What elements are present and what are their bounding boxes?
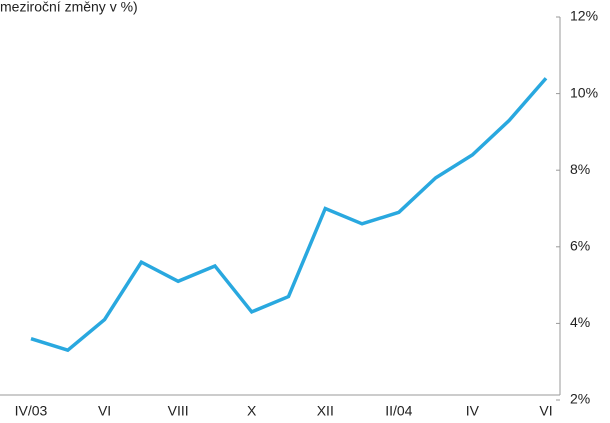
line-series bbox=[30, 77, 548, 353]
x-tick-label: IV bbox=[466, 403, 480, 419]
x-tick-label: VIII bbox=[168, 403, 189, 419]
y-tick-label: 12% bbox=[570, 8, 598, 24]
x-tick-label: VI bbox=[539, 403, 552, 419]
x-tick-label: VI bbox=[98, 403, 111, 419]
y-tick-label: 4% bbox=[570, 314, 590, 330]
y-tick-label: 8% bbox=[570, 161, 590, 177]
x-tick-label: II/04 bbox=[385, 403, 412, 419]
y-tick-label: 6% bbox=[570, 238, 590, 254]
y-tick-label: 2% bbox=[570, 391, 590, 407]
chart-title: meziroční změny v %) bbox=[0, 0, 138, 15]
y-tick-label: 10% bbox=[570, 84, 598, 100]
x-tick-label: IV/03 bbox=[15, 403, 48, 419]
x-tick-label: X bbox=[247, 403, 257, 419]
x-tick-label: XII bbox=[317, 403, 334, 419]
